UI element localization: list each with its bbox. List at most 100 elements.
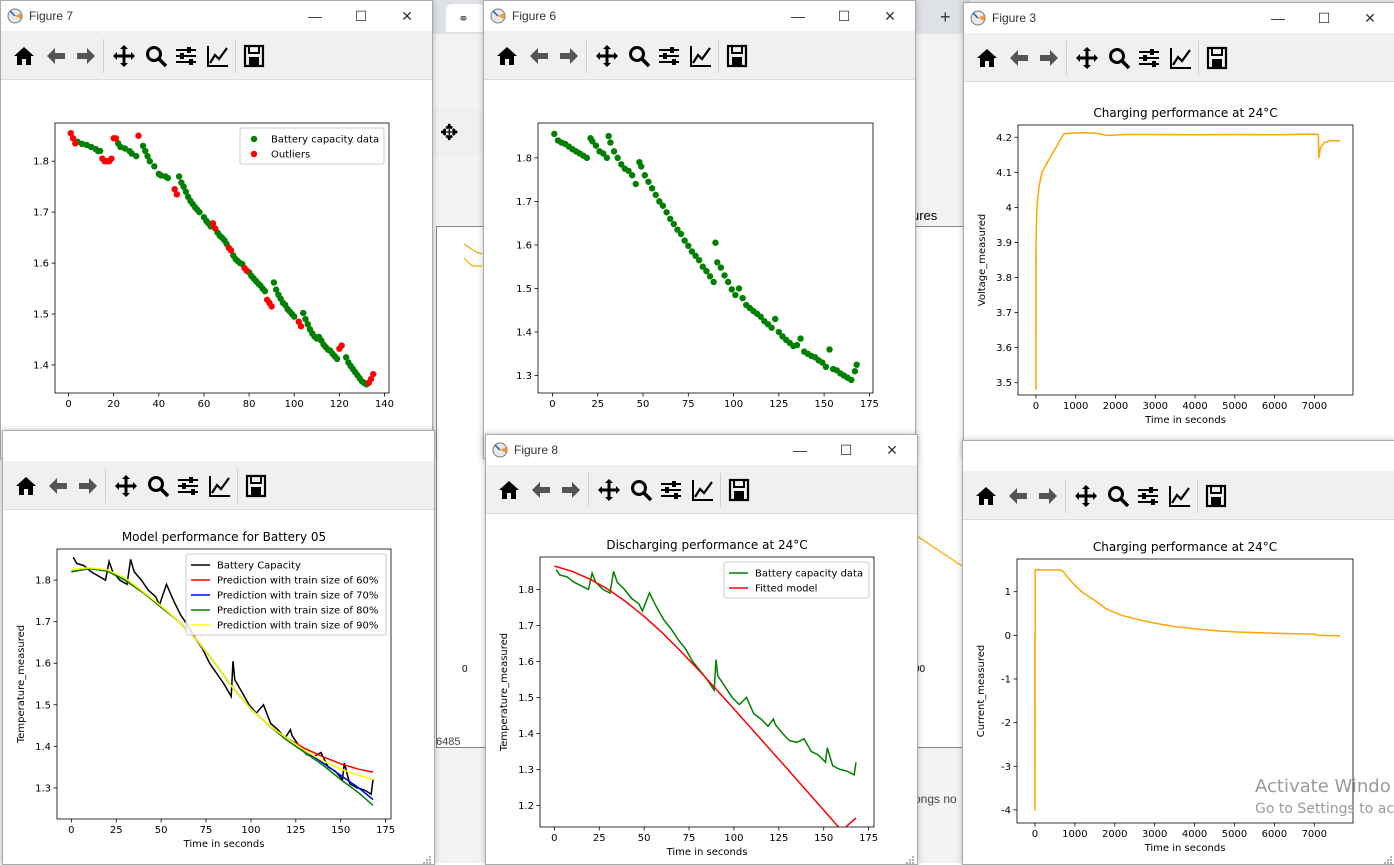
y-tick-label: 1.5	[35, 700, 51, 711]
pan-move-button[interactable]	[594, 43, 620, 69]
edit-axis-button[interactable]	[688, 43, 714, 69]
figure-canvas[interactable]: Charging performance at 24°C 0 1000 2000 300…	[963, 520, 1394, 864]
configure-subplots-button[interactable]	[656, 43, 682, 69]
minimize-button[interactable]: —	[292, 1, 338, 31]
home-button[interactable]	[11, 43, 37, 69]
new-tab-plus-icon[interactable]: +	[940, 7, 951, 27]
data-point	[139, 142, 147, 150]
back-arrow-button[interactable]	[1006, 45, 1032, 71]
data-point	[72, 140, 79, 147]
matplotlib-app-icon	[490, 8, 506, 24]
save-floppy-button[interactable]	[1203, 483, 1229, 509]
save-floppy-button[interactable]	[243, 473, 269, 499]
figure3-window[interactable]: Figure 3 — ☐ ✕ Charging performance at 24°C 0…	[963, 2, 1394, 459]
back-arrow-button[interactable]	[45, 473, 71, 499]
configure-subplots-button[interactable]	[173, 43, 199, 69]
configure-subplots-button[interactable]	[1135, 483, 1161, 509]
edit-axis-button[interactable]	[1168, 45, 1194, 71]
window-titlebar[interactable]: Figure 7 — ☐ ✕	[1, 1, 432, 31]
close-button[interactable]: ✕	[869, 435, 915, 465]
y-axis-label: Current_measured	[976, 645, 987, 738]
configure-subplots-button[interactable]	[175, 473, 201, 499]
data-point	[333, 355, 341, 363]
resize-grip-icon[interactable]	[905, 852, 915, 864]
save-floppy-button[interactable]	[724, 43, 750, 69]
figure-canvas[interactable]: Model performance for Battery 05 0 25 50 75 1…	[3, 510, 434, 864]
back-arrow-icon	[530, 48, 548, 64]
figure-canvas[interactable]: Discharging performance at 24°C 0 25 50 75 10…	[486, 514, 917, 864]
resize-grip-icon[interactable]	[1383, 852, 1393, 864]
resize-grip-icon[interactable]	[422, 852, 432, 864]
pan-move-icon	[1076, 47, 1098, 69]
figure-canvas[interactable]: Charging performance at 24°C 0 1000 2000 300…	[964, 82, 1394, 458]
figure6-window[interactable]: Figure 6 — ☐ ✕ 0 25 50 75 100 125 150 175 1.3 1.4 1.5 1…	[483, 0, 916, 459]
back-arrow-button[interactable]	[1005, 483, 1031, 509]
maximize-button[interactable]: ☐	[823, 435, 869, 465]
data-point	[272, 286, 280, 293]
x-axis-label: Time in seconds	[1144, 415, 1226, 426]
forward-arrow-button[interactable]	[1035, 483, 1061, 509]
minimize-button[interactable]: —	[775, 1, 821, 31]
data-point	[112, 135, 120, 142]
back-arrow-button[interactable]	[43, 43, 69, 69]
background-browser-tab[interactable]: ⚭	[446, 4, 486, 32]
forward-arrow-button[interactable]	[558, 477, 584, 503]
close-button[interactable]: ✕	[1347, 3, 1393, 33]
pan-move-button[interactable]	[1074, 45, 1100, 71]
back-arrow-button[interactable]	[528, 477, 554, 503]
home-button[interactable]	[494, 43, 520, 69]
window-titlebar[interactable]: Figure 3 — ☐ ✕	[964, 3, 1394, 33]
close-button[interactable]: ✕	[867, 1, 913, 31]
edit-axis-button[interactable]	[1167, 483, 1193, 509]
back-arrow-button[interactable]	[526, 43, 552, 69]
home-button[interactable]	[13, 473, 39, 499]
edit-axis-button[interactable]	[207, 473, 233, 499]
edit-axis-button[interactable]	[205, 43, 231, 69]
save-floppy-button[interactable]	[726, 477, 752, 503]
home-button[interactable]	[974, 45, 1000, 71]
maximize-button[interactable]: ☐	[1301, 3, 1347, 33]
activation-watermark-line1: Activate Windo	[1255, 776, 1391, 797]
zoom-magnifier-button[interactable]	[626, 43, 652, 69]
pan-move-button[interactable]	[111, 43, 137, 69]
zoom-magnifier-button[interactable]	[628, 477, 654, 503]
minimize-button[interactable]: —	[1255, 3, 1301, 33]
x-tick-label: 125	[286, 825, 305, 836]
chart-title: Charging performance at 24°C	[1093, 540, 1277, 554]
maximize-button[interactable]: ☐	[338, 1, 384, 31]
pan-move-button[interactable]	[1073, 483, 1099, 509]
zoom-magnifier-button[interactable]	[1105, 483, 1131, 509]
configure-subplots-button[interactable]	[658, 477, 684, 503]
zoom-magnifier-button[interactable]	[1106, 45, 1132, 71]
window-titlebar[interactable]: Figure 6 — ☐ ✕	[484, 1, 915, 31]
figure-canvas[interactable]: 0 20 40 60 80 100 120 140 1.4 1.5 1.6 1.7 1.8 Battery…	[1, 80, 432, 458]
pan-move-button[interactable]	[113, 473, 139, 499]
figure7b-window[interactable]: —☐✕Model performance for Battery 0502550…	[2, 430, 435, 865]
minimize-button[interactable]: —	[777, 435, 823, 465]
window-titlebar[interactable]: Figure 8 — ☐ ✕	[486, 435, 917, 465]
home-button[interactable]	[973, 483, 999, 509]
edit-axis-button[interactable]	[690, 477, 716, 503]
forward-arrow-button[interactable]	[75, 473, 101, 499]
data-point	[775, 328, 783, 336]
home-button[interactable]	[496, 477, 522, 503]
forward-arrow-button[interactable]	[556, 43, 582, 69]
save-floppy-button[interactable]	[241, 43, 267, 69]
figure-canvas[interactable]: 0 25 50 75 100 125 150 175 1.3 1.4 1.5 1.6 1.7 1.8	[484, 80, 915, 458]
forward-arrow-button[interactable]	[73, 43, 99, 69]
configure-subplots-button[interactable]	[1136, 45, 1162, 71]
close-button[interactable]: ✕	[384, 1, 430, 31]
save-floppy-button[interactable]	[1204, 45, 1230, 71]
forward-arrow-icon	[560, 48, 578, 64]
maximize-button[interactable]: ☐	[821, 1, 867, 31]
forward-arrow-button[interactable]	[1036, 45, 1062, 71]
zoom-magnifier-button[interactable]	[145, 473, 171, 499]
figure3b-window[interactable]: —☐✕Charging performance at 24°C010002000…	[962, 440, 1394, 865]
figure8-window[interactable]: Figure 8 — ☐ ✕ Discharging performance at 24…	[485, 434, 918, 865]
data-point	[69, 135, 77, 142]
zoom-magnifier-button[interactable]	[143, 43, 169, 69]
figure7-window[interactable]: Figure 7 — ☐ ✕ 0 20 40 60 80 100 120 140 1.4 1.5 1.6 1.…	[0, 0, 433, 459]
pan-move-button[interactable]	[596, 477, 622, 503]
save-floppy-icon	[726, 44, 748, 68]
zoom-magnifier-icon	[146, 46, 168, 68]
